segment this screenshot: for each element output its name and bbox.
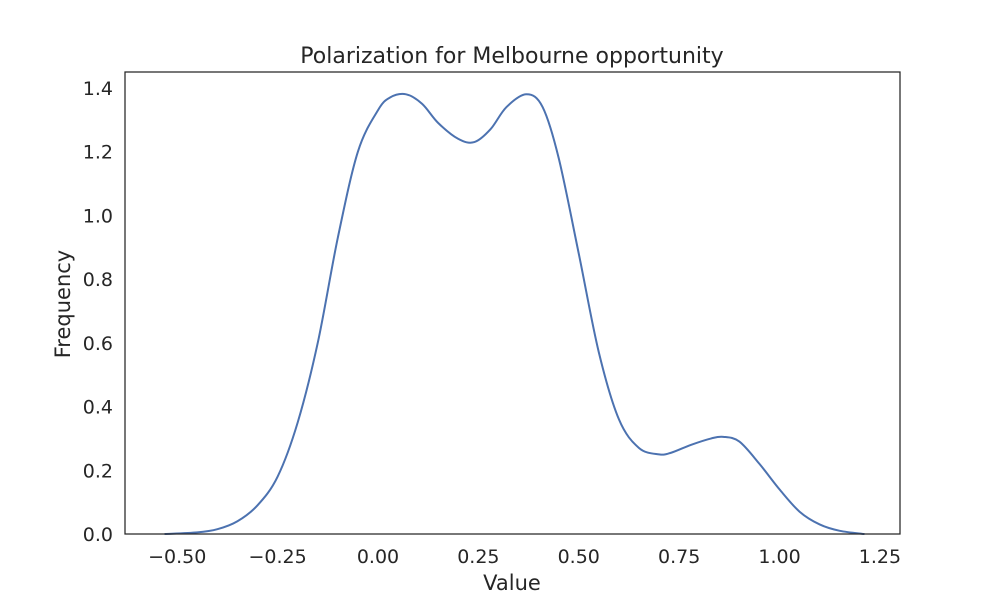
x-tick-label: 0.50 bbox=[558, 546, 600, 568]
x-tick-label: −0.25 bbox=[248, 546, 306, 568]
y-tick-label: 0.2 bbox=[83, 460, 113, 482]
y-tick-label: 0.0 bbox=[83, 524, 113, 546]
y-tick-label: 0.6 bbox=[83, 333, 113, 355]
x-tick-label: 0.25 bbox=[457, 546, 499, 568]
x-axis-label: Value bbox=[483, 571, 541, 595]
x-tick-label: 1.25 bbox=[859, 546, 901, 568]
y-tick-label: 1.0 bbox=[83, 205, 113, 227]
x-tick-label: 1.00 bbox=[758, 546, 800, 568]
x-tick-label: 0.75 bbox=[658, 546, 700, 568]
y-tick-label: 0.4 bbox=[83, 397, 113, 419]
y-tick-label: 1.4 bbox=[83, 78, 113, 100]
x-tick-label: 0.00 bbox=[357, 546, 399, 568]
y-axis-label: Frequency bbox=[51, 250, 75, 359]
plot-area: −0.50 −0.25 0.00 0.25 0.50 0.75 1.00 1.25 0.0 0.2… bbox=[83, 71, 901, 568]
x-tick-label: −0.50 bbox=[148, 546, 206, 568]
chart-title: Polarization for Melbourne opportunity bbox=[300, 44, 723, 69]
plot-frame bbox=[124, 71, 901, 535]
y-tick-label: 0.8 bbox=[83, 269, 113, 291]
kde-series-line-0 bbox=[164, 92, 865, 535]
y-tick-label: 1.2 bbox=[83, 142, 113, 164]
